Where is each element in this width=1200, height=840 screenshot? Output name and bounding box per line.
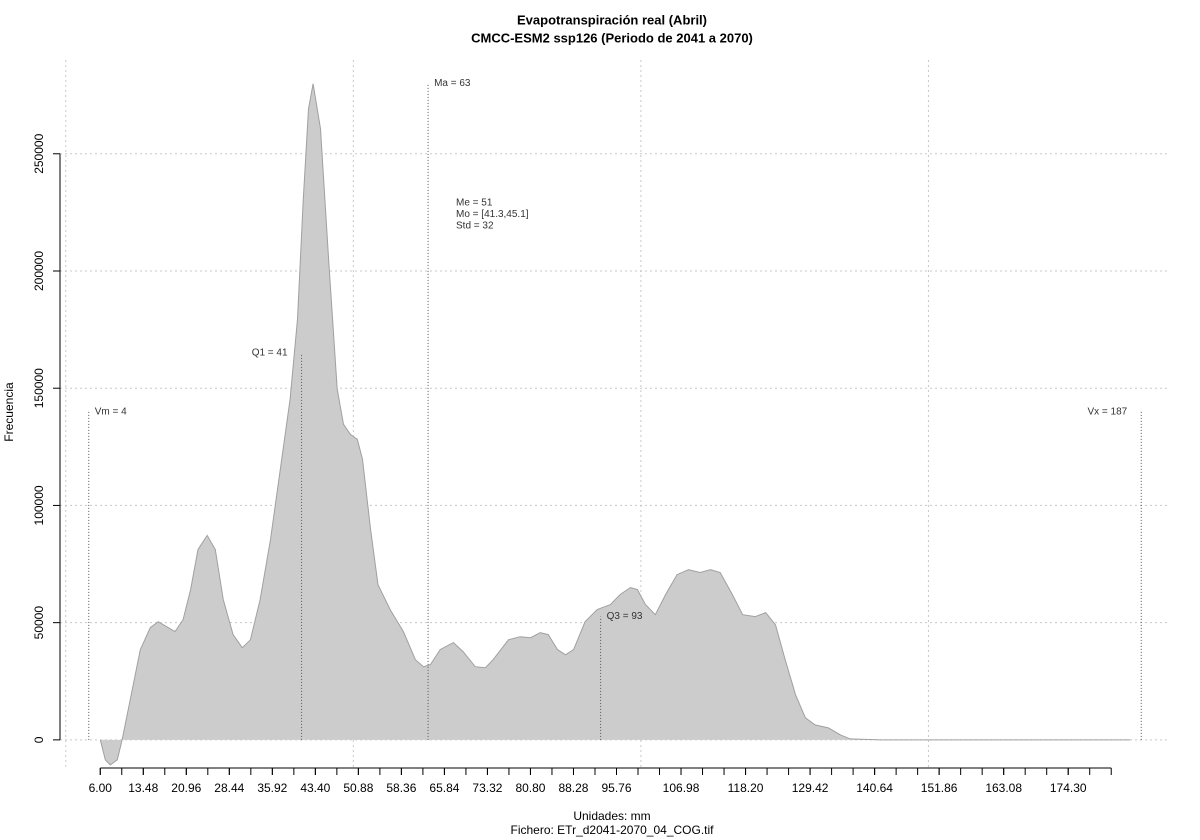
x-tick-label: 50.88 (343, 781, 373, 795)
x-tick-label: 88.28 (558, 781, 588, 795)
marker-label: Q3 = 93 (607, 611, 643, 622)
x-tick-label: 95.76 (601, 781, 631, 795)
x-tick-label: 13.48 (128, 781, 158, 795)
x-tick-label: 106.98 (663, 781, 700, 795)
x-axis-label: Unidades: mm (573, 809, 650, 823)
x-tick-label: 151.86 (921, 781, 958, 795)
stat-label: Std = 32 (456, 221, 494, 232)
x-tick-label: 80.80 (515, 781, 545, 795)
y-tick-label: 0 (32, 736, 46, 743)
y-axis-label: Frecuencia (2, 382, 16, 442)
y-tick-label: 200000 (32, 251, 46, 291)
y-tick-label: 150000 (32, 368, 46, 408)
x-tick-label: 43.40 (300, 781, 330, 795)
x-tick-label: 58.36 (386, 781, 416, 795)
marker-label: Vx = 187 (1087, 406, 1127, 417)
chart-title: Evapotranspiración real (Abril) (517, 12, 707, 27)
y-tick-label: 50000 (32, 606, 46, 640)
y-tick-label: 250000 (32, 133, 46, 173)
x-tick-label: 20.96 (171, 781, 201, 795)
x-tick-label: 28.44 (214, 781, 244, 795)
marker-label: Ma = 63 (434, 78, 471, 89)
x-tick-label: 163.08 (985, 781, 1022, 795)
chart-subtitle: CMCC-ESM2 ssp126 (Periodo de 2041 a 2070… (471, 30, 753, 45)
x-tick-label: 140.64 (856, 781, 893, 795)
stat-label: Me = 51 (456, 198, 493, 209)
caption: Fichero: ETr_d2041-2070_04_COG.tif (511, 823, 715, 837)
density-line (99, 83, 1131, 766)
density-area (100, 83, 1131, 765)
x-tick-label: 118.20 (728, 781, 764, 795)
marker-label: Vm = 4 (95, 406, 127, 417)
y-tick-label: 100000 (32, 485, 46, 525)
x-tick-label: 174.30 (1050, 781, 1087, 795)
stat-label: Mo = [41.3,45.1] (456, 209, 529, 220)
x-tick-label: 129.42 (792, 781, 829, 795)
marker-label: Q1 = 41 (252, 348, 288, 359)
x-tick-label: 65.84 (429, 781, 459, 795)
x-tick-label: 6.00 (89, 781, 113, 795)
x-tick-label: 35.92 (257, 781, 287, 795)
x-tick-label: 73.32 (472, 781, 502, 795)
